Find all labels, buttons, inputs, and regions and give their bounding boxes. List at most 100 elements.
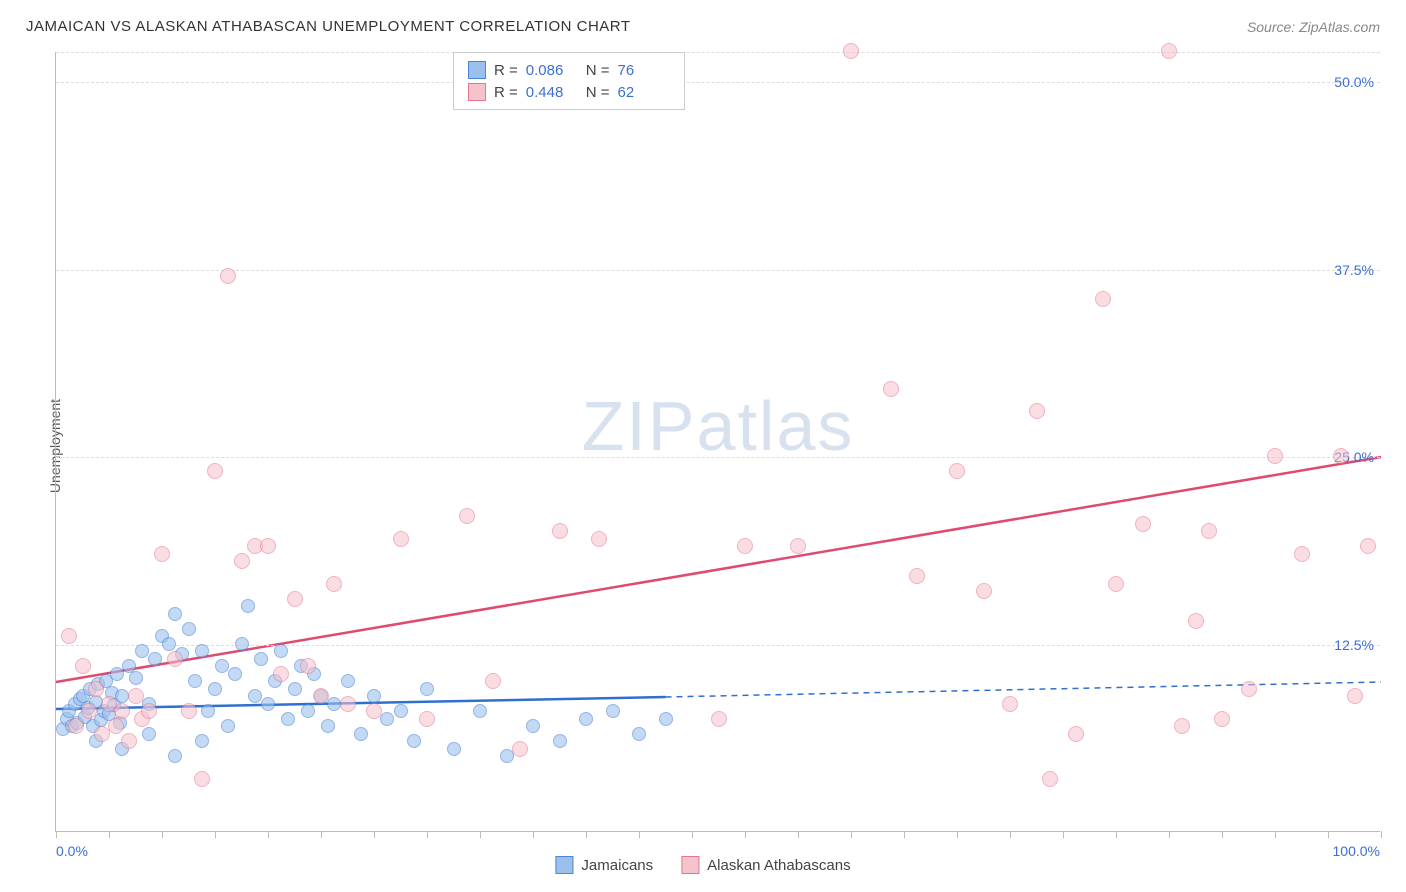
swatch-athabascans [681,856,699,874]
x-tick [480,831,481,838]
scatter-point [976,583,992,599]
scatter-point [208,682,222,696]
scatter-point [194,771,210,787]
scatter-point [288,682,302,696]
x-tick [1328,831,1329,838]
x-tick [586,831,587,838]
scatter-point [287,591,303,607]
scatter-point [188,674,202,688]
scatter-point [526,719,540,733]
r-label: R = [494,62,518,79]
scatter-point [195,644,209,658]
legend-item-jamaicans: Jamaicans [555,856,653,874]
scatter-point [248,689,262,703]
scatter-point [553,734,567,748]
regression-line-extrapolated [666,682,1382,697]
y-tick-label: 50.0% [1334,74,1374,90]
scatter-point [419,711,435,727]
scatter-point [168,749,182,763]
x-tick [215,831,216,838]
scatter-point [68,718,84,734]
scatter-point [241,599,255,613]
scatter-point [1360,538,1376,554]
scatter-point [128,688,144,704]
plot-area: ZIPatlas 12.5%25.0%37.5%50.0%0.0%100.0% [55,52,1380,832]
source-label: Source: ZipAtlas.com [1247,19,1380,35]
x-tick [427,831,428,838]
scatter-point [300,658,316,674]
scatter-point [135,644,149,658]
scatter-point [88,681,104,697]
scatter-point [215,659,229,673]
scatter-point [1201,523,1217,539]
x-tick [639,831,640,838]
scatter-point [1241,681,1257,697]
scatter-point [1068,726,1084,742]
x-tick [798,831,799,838]
swatch-athabascans [468,83,486,101]
scatter-point [1214,711,1230,727]
scatter-point [447,742,461,756]
scatter-point [162,637,176,651]
scatter-point [1174,718,1190,734]
scatter-point [485,673,501,689]
scatter-point [459,508,475,524]
x-tick [1063,831,1064,838]
scatter-point [591,531,607,547]
x-tick [1169,831,1170,838]
chart-title: JAMAICAN VS ALASKAN ATHABASCAN UNEMPLOYM… [26,18,631,35]
gridline [56,645,1380,646]
scatter-point [367,689,381,703]
scatter-point [711,711,727,727]
scatter-point [326,576,342,592]
n-label: N = [586,84,610,101]
legend-row-jamaicans: R = 0.086 N = 76 [468,59,670,81]
x-tick [268,831,269,838]
legend-label-jamaicans: Jamaicans [581,857,653,874]
scatter-point [737,538,753,554]
scatter-point [1135,516,1151,532]
scatter-point [75,658,91,674]
scatter-point [129,671,143,685]
x-tick [533,831,534,838]
gridline [56,457,1380,458]
scatter-point [1333,448,1349,464]
chart-header: JAMAICAN VS ALASKAN ATHABASCAN UNEMPLOYM… [26,18,1380,35]
r-value-athabascans: 0.448 [526,84,578,101]
x-tick [1222,831,1223,838]
y-tick-label: 12.5% [1334,637,1374,653]
scatter-point [1161,43,1177,59]
scatter-point [354,727,368,741]
scatter-point [1267,448,1283,464]
scatter-point [182,622,196,636]
scatter-point [142,727,156,741]
y-tick-label: 37.5% [1334,262,1374,278]
x-tick [1010,831,1011,838]
scatter-point [394,704,408,718]
scatter-point [201,704,215,718]
x-tick [957,831,958,838]
scatter-point [148,652,162,666]
scatter-point [843,43,859,59]
scatter-point [81,703,97,719]
swatch-jamaicans [468,61,486,79]
scatter-point [261,697,275,711]
scatter-point [228,667,242,681]
scatter-point [114,703,130,719]
scatter-point [659,712,673,726]
x-tick [692,831,693,838]
scatter-point [606,704,620,718]
scatter-point [234,553,250,569]
scatter-point [61,628,77,644]
x-tick [374,831,375,838]
n-value-athabascans: 62 [618,84,670,101]
scatter-point [1042,771,1058,787]
scatter-point [341,674,355,688]
scatter-point [407,734,421,748]
scatter-point [380,712,394,726]
scatter-point [883,381,899,397]
x-tick-label-min: 0.0% [56,843,88,859]
r-label: R = [494,84,518,101]
scatter-point [1294,546,1310,562]
scatter-point [949,463,965,479]
